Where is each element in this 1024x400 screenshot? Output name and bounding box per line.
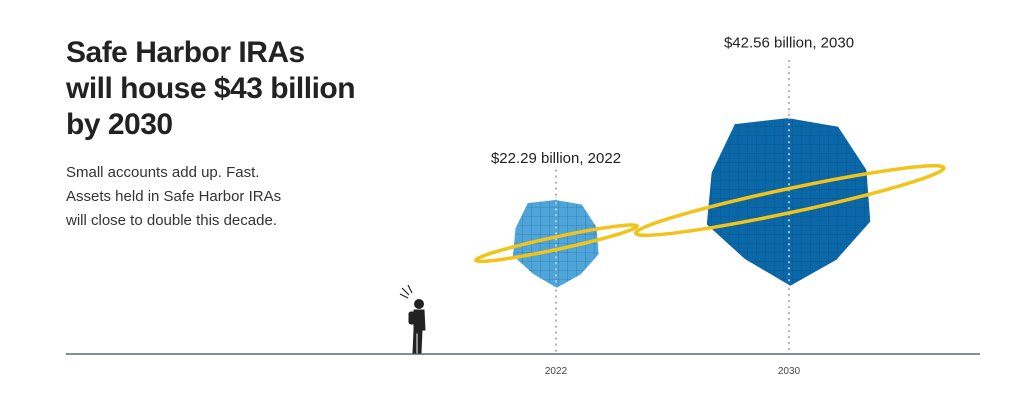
x-tick-label: 2030 [778, 366, 801, 377]
person [399, 284, 426, 354]
subtitle-line: Assets held in Safe Harbor IRAs [66, 188, 281, 205]
planet-ring [474, 223, 639, 264]
title-line: will house $43 billion [65, 72, 355, 105]
title-line: Safe Harbor IRAs [66, 36, 305, 69]
planet-grid [513, 200, 599, 288]
planet-ring [634, 164, 946, 238]
title-line: by 2030 [66, 108, 173, 141]
value-label: $22.29 billion, 2022 [491, 150, 621, 167]
subtitle-line: will close to double this decade. [65, 212, 277, 229]
subtitle-line: Small accounts add up. Fast. [66, 164, 259, 181]
x-tick-label: 2022 [545, 366, 568, 377]
value-label: $42.56 billion, 2030 [724, 34, 854, 51]
